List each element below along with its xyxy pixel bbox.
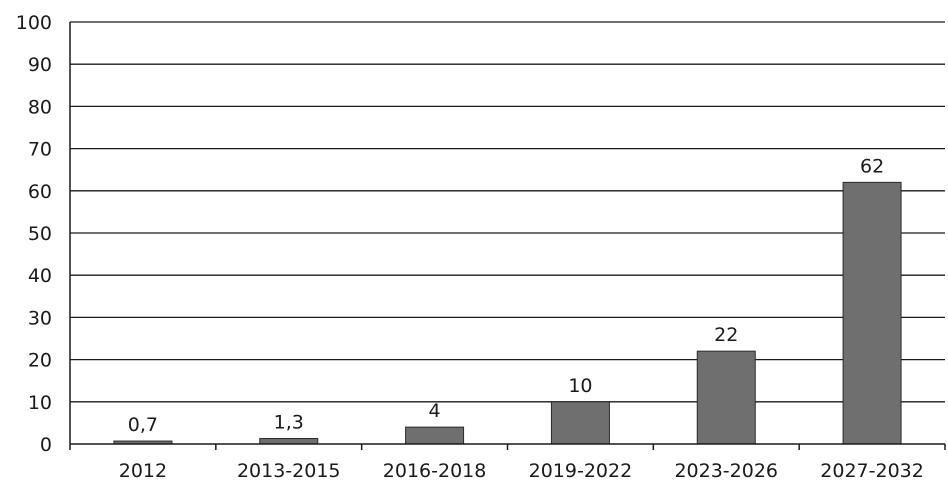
labels: 0 10 20 30 40 50 60 70 80 90 100 2012 0,7 2013-2015 1,… [16, 12, 924, 482]
y-tick-label: 50 [28, 223, 52, 245]
bar-2016-2018 [405, 426, 465, 445]
data-label: 10 [568, 375, 592, 397]
y-tick-label: 60 [28, 181, 52, 203]
data-label: 62 [860, 155, 884, 177]
x-category-label: 2027-2032 [820, 460, 924, 482]
data-label: 22 [714, 324, 738, 346]
y-tick-label: 40 [28, 265, 52, 287]
bar-2027-2032 [842, 181, 902, 445]
data-label: 4 [429, 400, 441, 422]
y-tick-label: 70 [28, 139, 52, 161]
bar-2023-2026 [696, 350, 756, 445]
y-tick-label: 10 [28, 392, 52, 414]
bars [113, 181, 902, 445]
x-category-label: 2023-2026 [674, 460, 778, 482]
x-category-label: 2012 [119, 460, 167, 482]
gridlines [70, 21, 945, 403]
y-tick-label: 100 [16, 12, 52, 34]
x-category-label: 2013-2015 [237, 460, 341, 482]
bar-2019-2022 [550, 401, 610, 445]
y-tick-label: 20 [28, 350, 52, 372]
x-category-label: 2016-2018 [383, 460, 487, 482]
y-tick-label: 30 [28, 307, 52, 329]
data-label: 1,3 [274, 412, 304, 434]
y-tick-label: 80 [28, 96, 52, 118]
y-tick-label: 0 [40, 434, 52, 456]
axes [69, 22, 946, 450]
x-category-label: 2019-2022 [529, 460, 633, 482]
bar-2013-2015 [259, 438, 319, 445]
y-tick-label: 90 [28, 54, 52, 76]
data-label: 0,7 [128, 414, 158, 436]
